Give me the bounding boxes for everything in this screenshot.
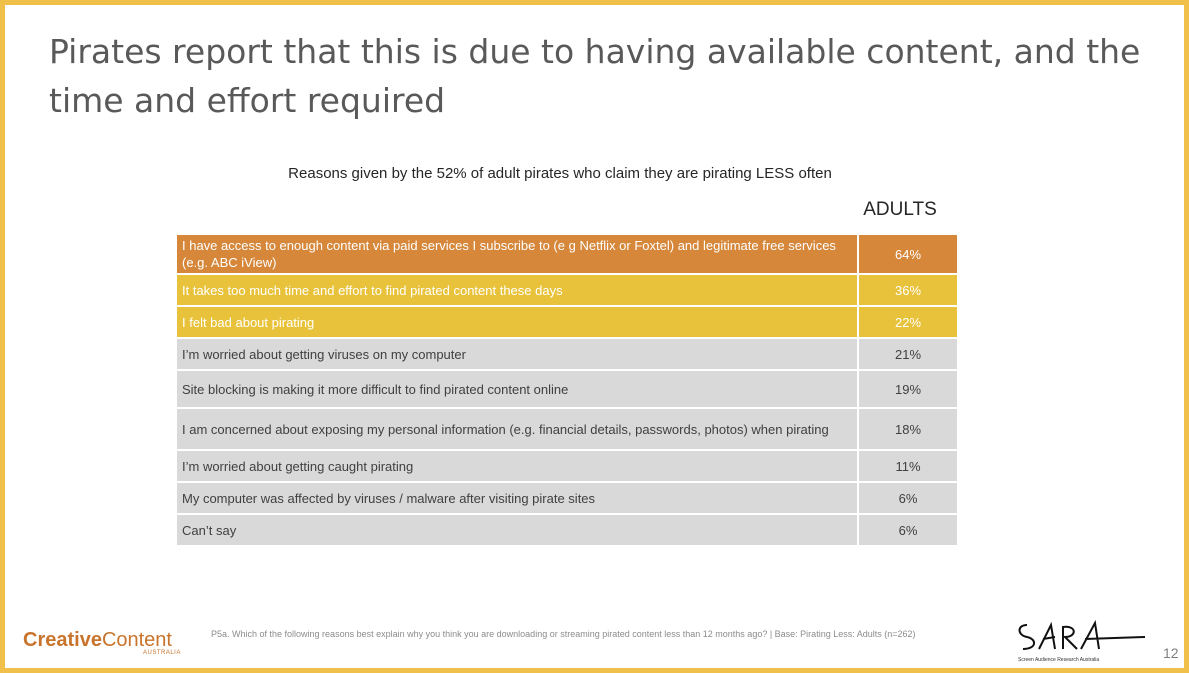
row-value: 21% bbox=[857, 337, 959, 371]
table-row: Site blocking is making it more difficul… bbox=[175, 369, 959, 409]
page-number: 12 bbox=[1163, 645, 1179, 661]
row-label: My computer was affected by viruses / ma… bbox=[175, 481, 859, 515]
chart-title: Reasons given by the 52% of adult pirate… bbox=[288, 165, 832, 182]
table-row: I’m worried about getting viruses on my … bbox=[175, 337, 959, 371]
table-row: My computer was affected by viruses / ma… bbox=[175, 481, 959, 515]
logo-strong: Creative bbox=[23, 629, 102, 651]
row-value: 18% bbox=[857, 407, 959, 451]
sara-caption: Screen Audience Research Australia bbox=[1018, 657, 1100, 663]
row-label: I felt bad about pirating bbox=[175, 305, 859, 339]
row-label: I’m worried about getting caught piratin… bbox=[175, 449, 859, 483]
slide-title: Pirates report that this is due to havin… bbox=[49, 32, 1141, 120]
logo-light: Content bbox=[101, 629, 172, 651]
row-value: 6% bbox=[857, 513, 959, 547]
row-label: I’m worried about getting viruses on my … bbox=[175, 337, 859, 371]
table-row: I’m worried about getting caught piratin… bbox=[175, 449, 959, 483]
reasons-table: I have access to enough content via paid… bbox=[175, 233, 959, 547]
table-row: I have access to enough content via paid… bbox=[175, 233, 959, 275]
row-label: Can’t say bbox=[175, 513, 859, 547]
table-row: I am concerned about exposing my persona… bbox=[175, 407, 959, 451]
row-value: 6% bbox=[857, 481, 959, 515]
row-value: 22% bbox=[857, 305, 959, 339]
sara-signature-logo bbox=[1018, 619, 1146, 650]
row-value: 36% bbox=[857, 273, 959, 307]
row-label: I have access to enough content via paid… bbox=[175, 233, 859, 275]
table-row: I felt bad about pirating 22% bbox=[175, 305, 959, 339]
footnote: P5a. Which of the following reasons best… bbox=[211, 629, 916, 639]
table-row: It takes too much time and effort to fin… bbox=[175, 273, 959, 307]
row-label: Site blocking is making it more difficul… bbox=[175, 369, 859, 409]
row-label: It takes too much time and effort to fin… bbox=[175, 273, 859, 307]
row-value: 11% bbox=[857, 449, 959, 483]
row-value: 19% bbox=[857, 369, 959, 409]
row-value: 64% bbox=[857, 233, 959, 275]
creative-content-logo: CreativeContent bbox=[23, 629, 172, 651]
row-label: I am concerned about exposing my persona… bbox=[175, 407, 859, 451]
table-row: Can’t say 6% bbox=[175, 513, 959, 547]
logo-subtext: AUSTRALIA bbox=[143, 650, 181, 656]
column-header-adults: ADULTS bbox=[863, 199, 937, 220]
